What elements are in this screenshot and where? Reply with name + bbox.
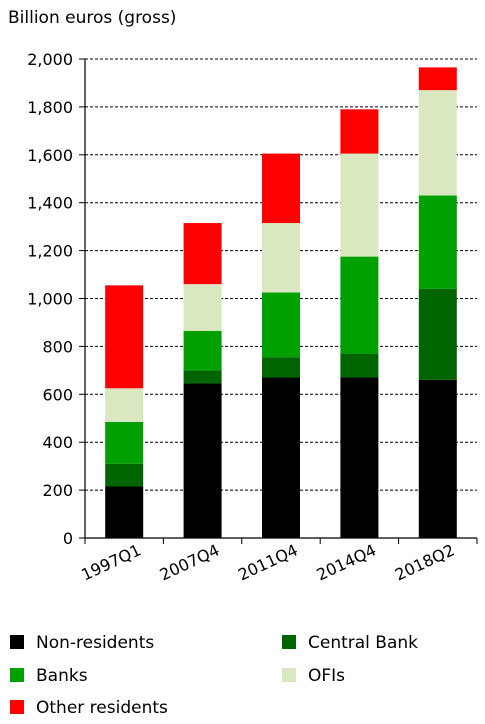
legend-label: Other residents: [36, 698, 168, 718]
y-tick-label: 600: [42, 385, 73, 404]
legend-label: Banks: [36, 666, 88, 686]
x-tick-label: 1997Q1: [78, 540, 144, 584]
bar-segment: [183, 370, 222, 384]
bar-segment: [418, 195, 457, 289]
y-tick-label: 200: [42, 481, 73, 500]
legend-label: Central Bank: [308, 633, 418, 653]
y-tick-label: 400: [42, 433, 73, 452]
bar-segment: [340, 109, 379, 154]
bar-segment: [105, 463, 144, 487]
bar-segment: [105, 388, 144, 422]
legend-label: Non-residents: [36, 633, 154, 653]
bar-segment: [262, 377, 300, 538]
bar-segment: [262, 292, 300, 358]
y-tick-label: 0: [63, 529, 73, 548]
bar-segment: [418, 67, 457, 91]
legend-swatch: [10, 700, 24, 714]
bar-segment: [340, 256, 379, 354]
y-tick-label: 800: [42, 337, 73, 356]
bar-segment: [105, 421, 144, 464]
y-tick-label: 1,200: [27, 242, 73, 261]
legend-swatch: [10, 668, 24, 682]
x-tick-label: 2018Q2: [392, 540, 458, 584]
y-tick-label: 1,400: [27, 194, 73, 213]
legend-swatch: [10, 635, 24, 649]
bar-segment: [183, 330, 222, 371]
y-axis-unit-label: Billion euros (gross): [8, 8, 177, 28]
bar-segment: [418, 90, 457, 196]
x-tick-label: 2011Q4: [235, 540, 301, 584]
y-tick-label: 2,000: [27, 50, 73, 69]
y-tick-label: 1,600: [27, 146, 73, 165]
bar-segment: [418, 379, 457, 538]
bar-segment: [418, 288, 457, 380]
bar-segment: [105, 285, 144, 389]
bar-segment: [183, 223, 222, 285]
y-tick-label: 1,800: [27, 98, 73, 117]
bar-segment: [183, 383, 222, 538]
legend-swatch: [282, 668, 296, 682]
x-tick-label: 2014Q4: [314, 540, 380, 584]
bar-segment: [340, 353, 379, 378]
bar-segment: [262, 357, 300, 378]
x-tick-label: 2007Q4: [157, 540, 223, 584]
legend-label: OFIs: [308, 666, 345, 686]
bar-segment: [340, 153, 379, 257]
bar-segment: [105, 486, 144, 538]
y-tick-label: 1,000: [27, 290, 73, 309]
legend-swatch: [282, 635, 296, 649]
bar-segment: [183, 284, 222, 331]
bar-segment: [340, 377, 379, 538]
bar-segment: [262, 153, 300, 224]
bar-segment: [262, 223, 300, 293]
